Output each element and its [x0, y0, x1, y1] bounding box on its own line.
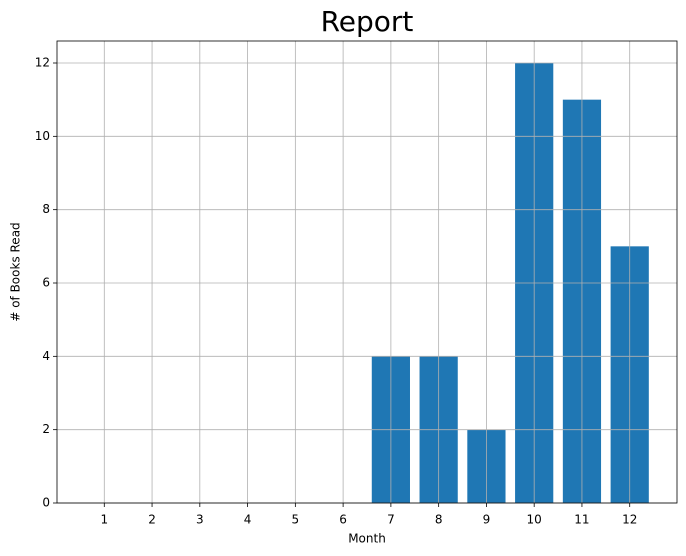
x-tick-label: 2	[148, 513, 156, 527]
y-tick-label: 6	[42, 276, 50, 290]
x-tick-label: 11	[574, 513, 589, 527]
x-tick-label: 1	[100, 513, 108, 527]
x-tick-label: 9	[483, 513, 491, 527]
y-tick-label: 4	[42, 349, 50, 363]
y-tick-label: 10	[35, 129, 50, 143]
x-tick-label: 7	[387, 513, 395, 527]
x-tick-label: 10	[527, 513, 542, 527]
x-tick-label: 4	[244, 513, 252, 527]
x-tick-label: 6	[339, 513, 347, 527]
y-tick-label: 2	[42, 422, 50, 436]
y-axis-label: # of Books Read	[9, 222, 23, 321]
x-tick-label: 8	[435, 513, 443, 527]
y-tick-label: 8	[42, 202, 50, 216]
x-tick-label: 5	[292, 513, 300, 527]
x-axis-label: Month	[348, 532, 386, 546]
x-tick-label: 3	[196, 513, 204, 527]
y-tick-label: 0	[42, 496, 50, 510]
plot-frame	[56, 40, 678, 504]
y-tick-label: 12	[35, 56, 50, 70]
x-tick-label: 12	[622, 513, 637, 527]
chart-title: Report	[321, 5, 414, 38]
